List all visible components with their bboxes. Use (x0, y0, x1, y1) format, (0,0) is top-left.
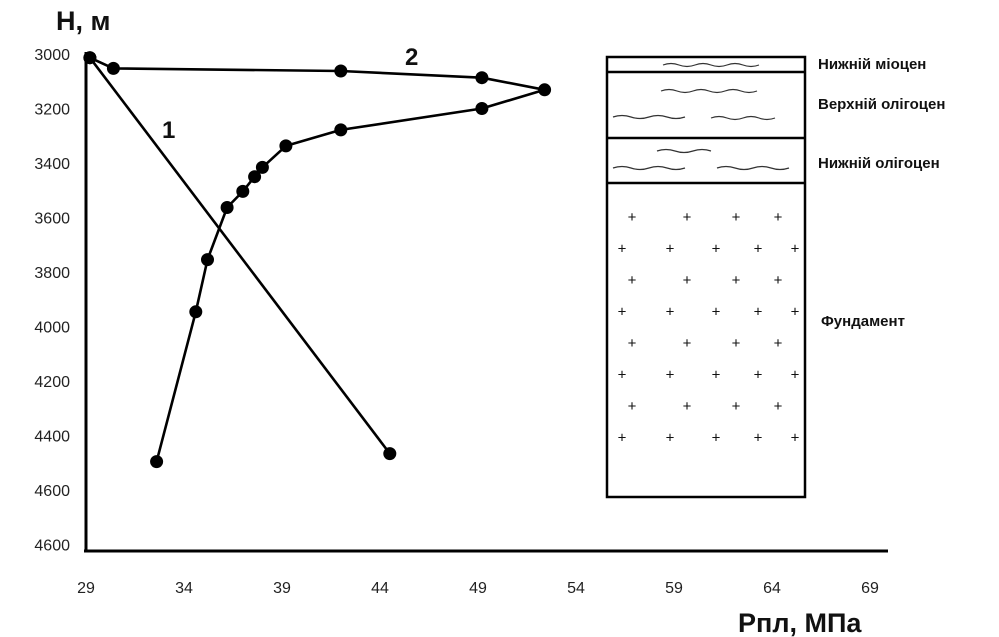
x-tick-label: 44 (371, 580, 389, 597)
plus-mark: + (712, 367, 721, 384)
x-tick-label: 69 (861, 580, 879, 597)
x-tick-label: 34 (175, 580, 193, 597)
plus-mark: + (666, 430, 675, 447)
series-2-point (189, 305, 203, 319)
series-1-point (383, 447, 397, 461)
plus-mark: + (774, 335, 783, 352)
plus-mark: + (732, 398, 741, 415)
wavy-line (710, 115, 776, 121)
x-tick-label: 49 (469, 580, 487, 597)
sediment-wavy-lines (612, 62, 790, 171)
plus-mark: + (666, 304, 675, 321)
plus-mark: + (754, 367, 763, 384)
series-2-point (475, 102, 489, 115)
plus-mark: + (683, 335, 692, 352)
plus-mark: + (618, 367, 627, 384)
plus-mark: + (732, 272, 741, 289)
plus-mark: + (732, 209, 741, 226)
y-tick-label: 4600 (34, 483, 70, 500)
series-1-label: 1 (162, 117, 175, 144)
series-2-point (334, 64, 348, 78)
plus-mark: + (754, 430, 763, 447)
plus-mark: + (712, 304, 721, 321)
plus-mark: + (754, 241, 763, 258)
wavy-line (612, 165, 686, 171)
basement-plus-pattern: + + + ++ + + + ++ + + ++ + + + ++ + + ++ + + + ++ + + ++ + + + + (618, 209, 800, 447)
series-1-line (88, 56, 391, 455)
x-tick-label: 54 (567, 580, 585, 597)
plus-mark: + (754, 304, 763, 321)
y-tick-label: 3600 (34, 211, 70, 228)
x-axis-title: Рпл, МПа (738, 608, 862, 637)
plus-mark: + (628, 398, 637, 415)
series-2-point (475, 71, 489, 85)
layer-label-lower-miocene: Нижній міоцен (818, 56, 926, 73)
y-tick-label: 3800 (34, 265, 70, 282)
plus-mark: + (774, 272, 783, 289)
series-2-label: 2 (405, 44, 418, 71)
plus-mark: + (666, 241, 675, 258)
series-2-point (236, 184, 250, 198)
plus-mark: + (683, 398, 692, 415)
series-2-point (538, 83, 552, 97)
plus-mark: + (791, 367, 800, 384)
y-tick-label: 3200 (34, 102, 70, 119)
series-2-point (255, 160, 269, 174)
series-2-point (201, 253, 214, 267)
plus-mark: + (712, 241, 721, 258)
plus-mark: + (628, 209, 637, 226)
plus-mark: + (791, 241, 800, 258)
plus-mark: + (683, 272, 692, 289)
plus-mark: + (732, 335, 741, 352)
plus-mark: + (683, 209, 692, 226)
series-2-point (83, 51, 97, 65)
series-2-point (248, 170, 262, 184)
x-tick-label: 59 (665, 580, 683, 597)
axes (84, 52, 888, 553)
plus-mark: + (666, 367, 675, 384)
stratigraphic-column: + + + ++ + + + ++ + + ++ + + + ++ + + ++ + + + ++ + + ++ + + + + (605, 55, 807, 499)
layer-label-upper-oligocene: Верхній олігоцен (818, 96, 945, 113)
plus-mark: + (774, 398, 783, 415)
plus-mark: + (791, 430, 800, 447)
y-tick-label: 4600 (34, 538, 70, 555)
series-2-point (279, 139, 293, 153)
wavy-line (662, 62, 760, 68)
y-tick-label: 3000 (34, 47, 70, 64)
plus-mark: + (618, 241, 627, 258)
wavy-line (716, 165, 790, 171)
y-tick-label: 4200 (34, 374, 70, 391)
series-2-point (150, 455, 164, 469)
plus-mark: + (712, 430, 721, 447)
plus-mark: + (628, 272, 637, 289)
series-2-point (334, 123, 348, 137)
plus-mark: + (618, 430, 627, 447)
wavy-line (660, 88, 758, 94)
x-tick-labels: 29 34 39 44 49 54 59 64 69 (77, 580, 879, 597)
series-2-line (89, 56, 546, 462)
plus-mark: + (618, 304, 627, 321)
plus-mark: + (774, 209, 783, 226)
x-tick-label: 29 (77, 580, 95, 597)
series-2-point (220, 201, 234, 214)
x-tick-label: 39 (273, 580, 291, 597)
y-axis-title: Н, м (56, 6, 110, 36)
y-tick-labels: 3000 3200 3400 3600 3800 4000 4200 4400 4600 4600 (34, 47, 70, 555)
column-frame (605, 55, 807, 499)
series-layer (83, 51, 552, 469)
x-tick-label: 64 (763, 580, 781, 597)
plus-mark: + (628, 335, 637, 352)
wavy-line (612, 114, 686, 120)
plus-mark: + (791, 304, 800, 321)
y-tick-label: 4000 (34, 320, 70, 337)
wavy-line (656, 148, 712, 154)
y-tick-label: 3400 (34, 156, 70, 173)
layer-label-basement: Фундамент (821, 313, 905, 330)
layer-label-lower-oligocene: Нижній олігоцен (818, 155, 940, 172)
y-tick-label: 4400 (34, 429, 70, 446)
series-2-point (106, 61, 120, 75)
